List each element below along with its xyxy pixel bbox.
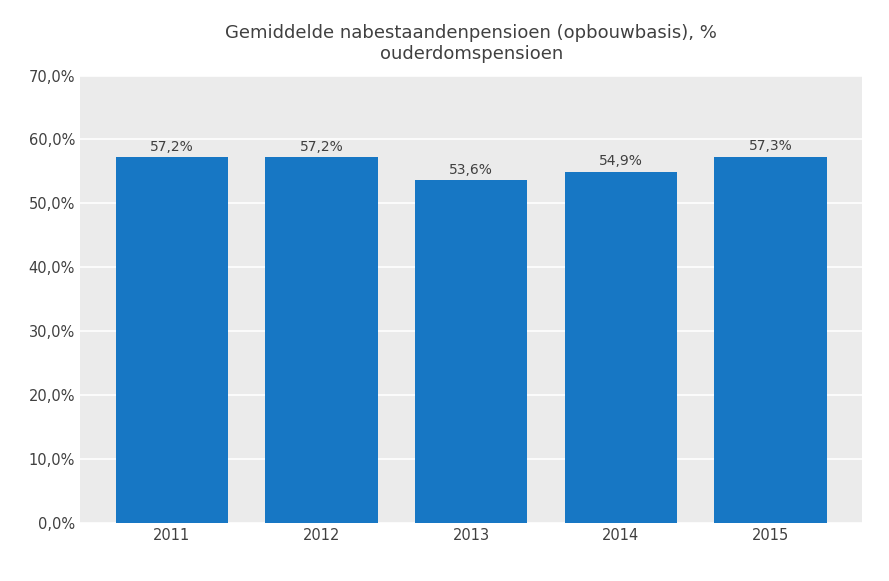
Bar [265, 157, 378, 523]
Title: Gemiddelde nabestaandenpensioen (opbouwbasis), %
ouderdomspensioen: Gemiddelde nabestaandenpensioen (opbouwb… [225, 24, 717, 63]
Text: 57,2%: 57,2% [300, 139, 343, 153]
Bar [116, 157, 228, 523]
Text: 53,6%: 53,6% [449, 163, 493, 177]
Bar [715, 157, 827, 523]
Text: 57,2%: 57,2% [150, 139, 194, 153]
Text: 57,3%: 57,3% [749, 139, 792, 153]
Bar [565, 172, 677, 523]
Text: 54,9%: 54,9% [599, 154, 643, 168]
Bar [415, 180, 527, 523]
